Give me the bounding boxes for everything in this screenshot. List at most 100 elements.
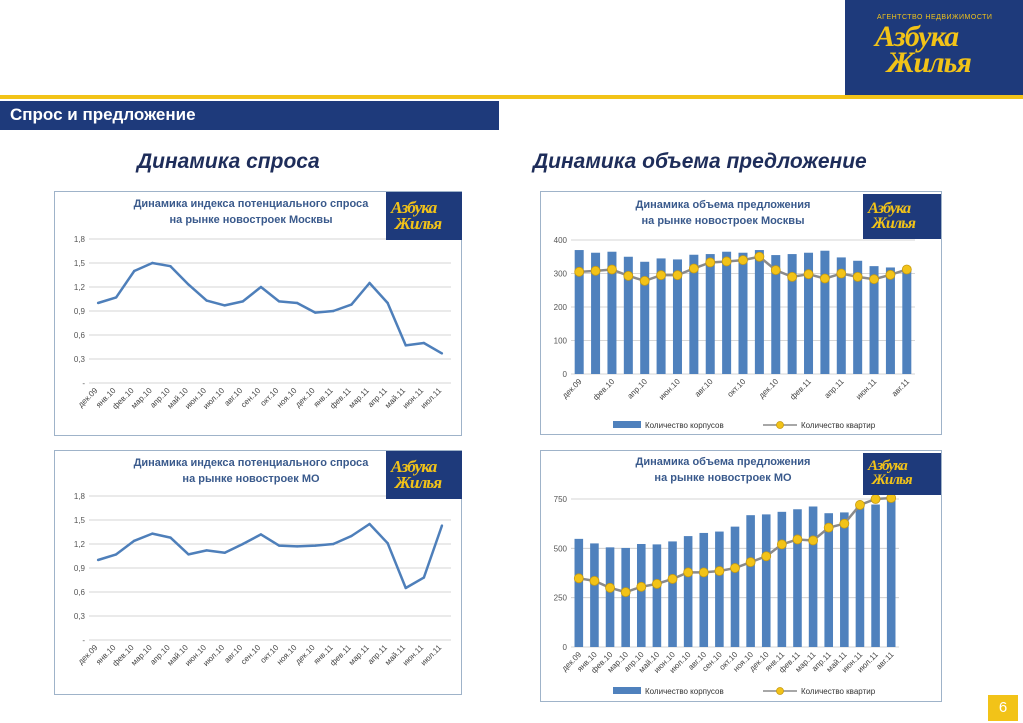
x-tick-label: апр.10 [626, 377, 650, 401]
data-point [187, 553, 190, 556]
bar [605, 547, 615, 647]
data-point [169, 265, 172, 268]
chart-demand-moscow: Динамика индекса потенциального спроса на… [54, 191, 462, 436]
bar [621, 547, 630, 647]
chart-demand-mo: Динамика индекса потенциального спроса на… [54, 450, 462, 695]
data-point [133, 269, 136, 273]
y-tick-label: 0,6 [74, 331, 86, 340]
bar [886, 498, 896, 647]
heading-supply: Динамика объема предложение [533, 150, 867, 173]
chart-brand-line1: Азбука [868, 458, 908, 475]
legend-label: Количество корпусов [645, 687, 724, 696]
bar [640, 261, 650, 374]
x-tick-label: мар.11 [347, 386, 371, 410]
bar [574, 538, 584, 647]
data-point [901, 264, 912, 275]
x-tick-label: фев.11 [788, 377, 813, 402]
bar [746, 515, 755, 647]
bar [656, 258, 666, 374]
data-point [368, 281, 371, 285]
x-tick-label: июл.10 [201, 643, 226, 668]
bar [683, 536, 693, 647]
y-tick-label: 1,2 [74, 540, 86, 549]
bar [855, 504, 865, 647]
x-tick-label: дек.10 [757, 377, 781, 401]
y-tick-label: 100 [554, 337, 568, 346]
chart-brand-line2: Жилья [395, 472, 442, 492]
data-point [241, 300, 245, 303]
data-point [277, 544, 281, 547]
y-tick-label: 0 [563, 370, 568, 379]
chart-brand-line2: Жилья [872, 471, 913, 488]
bar [761, 514, 771, 647]
legend-label: Количество квартир [801, 421, 876, 430]
x-tick-label: июл.11 [419, 386, 444, 411]
bar [787, 254, 797, 374]
data-point [114, 553, 118, 556]
data-point [574, 266, 585, 277]
bar [808, 506, 818, 647]
data-point [223, 304, 226, 307]
data-point [605, 582, 615, 593]
data-point [332, 309, 335, 313]
x-tick-label: авг.10 [693, 377, 715, 399]
data-point [241, 542, 245, 546]
data-point [96, 558, 100, 562]
data-point [350, 534, 353, 538]
header-accent-line [0, 95, 1023, 99]
data-point [714, 566, 725, 576]
data-point [803, 269, 814, 280]
chart-brand-logo: Азбука Жилья [863, 453, 941, 495]
x-tick-label: июн.11 [854, 377, 879, 402]
x-tick-label: сен.10 [239, 386, 263, 410]
data-point [852, 271, 863, 282]
data-point [688, 263, 699, 274]
brand-line1: Азбука [875, 20, 959, 53]
data-point [223, 551, 226, 554]
data-point [808, 535, 818, 546]
bar [840, 512, 849, 647]
data-point [332, 542, 335, 546]
y-tick-label: 250 [554, 594, 568, 603]
x-tick-label: сен.10 [239, 643, 263, 667]
bar [715, 531, 724, 647]
y-tick-label: 1,5 [74, 516, 86, 525]
data-point [623, 270, 634, 281]
bar [672, 259, 682, 374]
data-point [776, 539, 787, 550]
y-tick-label: 1,2 [74, 283, 86, 292]
data-point [314, 544, 317, 547]
chart-svg: Динамика объема предложения на рынке ново… [554, 456, 899, 696]
y-tick-label: 300 [554, 270, 568, 279]
data-point [440, 524, 444, 527]
legend-swatch-bar [613, 421, 641, 428]
data-point [730, 563, 740, 573]
legend-swatch-dot [776, 687, 784, 695]
data-point [277, 300, 281, 303]
chart-title: на рынке новостроек Москвы [642, 215, 805, 227]
data-point [820, 273, 830, 284]
data-point [573, 573, 584, 584]
bar [853, 260, 863, 374]
x-tick-label: дек.09 [560, 377, 584, 401]
data-point [607, 264, 617, 275]
data-point [350, 303, 353, 306]
legend-label: Количество квартир [801, 687, 876, 696]
chart-title: Динамика объема предложения [636, 199, 811, 211]
x-tick-label: июл.10 [201, 386, 226, 411]
bar [793, 509, 802, 647]
bar [902, 269, 912, 374]
data-point [761, 551, 772, 562]
data-point [440, 352, 444, 355]
x-tick-label: фев.10 [591, 377, 616, 402]
data-point [295, 301, 299, 305]
x-tick-label: апр.11 [823, 377, 847, 401]
bar [590, 543, 599, 647]
chart-supply-mo: Динамика объема предложения на рынке ново… [540, 450, 942, 702]
bar [754, 250, 764, 374]
y-tick-label: 0,6 [74, 588, 86, 597]
bar [623, 256, 633, 374]
data-point [738, 255, 748, 265]
bar [771, 255, 781, 374]
bar [668, 541, 677, 647]
